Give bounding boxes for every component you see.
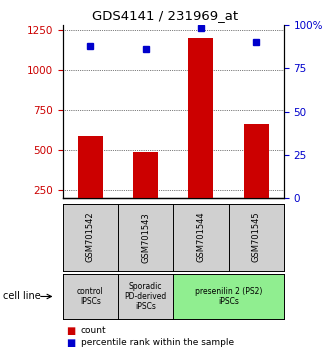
Text: GDS4141 / 231969_at: GDS4141 / 231969_at [92, 10, 238, 22]
Text: Sporadic
PD-derived
iPSCs: Sporadic PD-derived iPSCs [124, 281, 167, 312]
Text: GSM701545: GSM701545 [252, 212, 261, 263]
Text: presenilin 2 (PS2)
iPSCs: presenilin 2 (PS2) iPSCs [195, 287, 262, 306]
Text: percentile rank within the sample: percentile rank within the sample [81, 338, 234, 347]
Text: GSM701543: GSM701543 [141, 212, 150, 263]
Bar [244, 124, 269, 198]
Text: ■: ■ [66, 338, 75, 348]
Bar [188, 38, 213, 198]
Text: GSM701542: GSM701542 [86, 212, 95, 263]
Bar [133, 152, 158, 198]
Text: GSM701544: GSM701544 [196, 212, 205, 263]
Text: cell line: cell line [3, 291, 41, 302]
Text: ■: ■ [66, 326, 75, 336]
Text: control
IPSCs: control IPSCs [77, 287, 104, 306]
Bar [78, 136, 103, 198]
Text: count: count [81, 326, 107, 336]
